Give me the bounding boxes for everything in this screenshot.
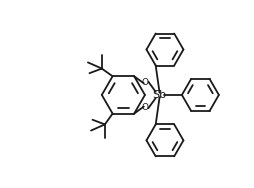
Text: O: O (141, 78, 148, 87)
Text: O: O (141, 103, 148, 112)
Text: Sb: Sb (152, 90, 166, 100)
